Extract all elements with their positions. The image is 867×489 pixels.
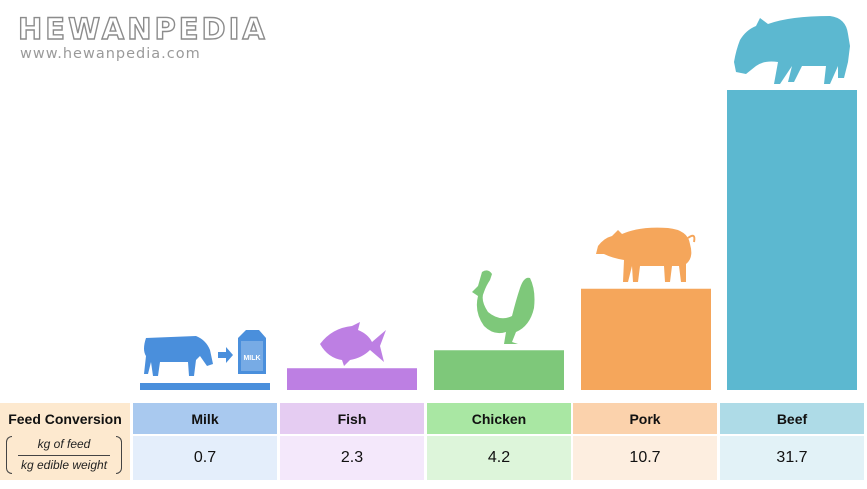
pig-icon [596,227,696,282]
feed-conversion-table: Feed Conversion kg of feed kg edible wei… [0,403,867,483]
fish-icon [320,322,386,366]
milk-carton-label: MILK [243,355,260,362]
cow-to-milk-carton-icon: MILK [144,330,266,376]
value-milk: 0.7 [133,436,277,480]
value-beef: 31.7 [720,436,864,480]
fraction-bar [18,455,110,456]
bar-fish [287,368,417,390]
hewanpedia-logo: HEWANPEDIA www.hewanpedia.com [17,11,265,64]
formula-numerator: kg of feed [37,437,91,451]
feed-conversion-bar-chart: MILK [140,16,857,390]
header-pork: Pork [573,403,717,434]
chicken-icon [472,270,535,344]
bar-chicken [434,350,564,390]
logo-brand-text: HEWANPEDIA [17,11,268,46]
logo-website-text: www.hewanpedia.com [20,46,201,62]
header-beef: Beef [720,403,864,434]
cow-icon [734,16,850,84]
feed-conversion-formula: kg of feed kg edible weight [0,434,130,480]
header-milk: Milk [133,403,277,434]
bar-pork [581,288,711,390]
value-fish: 2.3 [280,436,424,480]
bar-beef [727,90,857,390]
header-fish: Fish [280,403,424,434]
value-chicken: 4.2 [427,436,571,480]
value-pork: 10.7 [573,436,717,480]
feed-conversion-title: Feed Conversion [0,403,130,434]
formula-denominator: kg edible weight [20,458,108,472]
header-chicken: Chicken [427,403,571,434]
bar-milk [140,383,270,390]
